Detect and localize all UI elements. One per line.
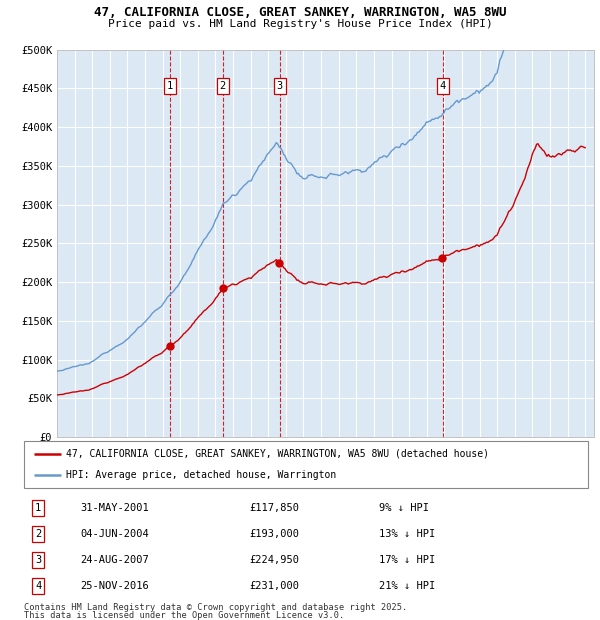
Text: 2: 2	[35, 529, 41, 539]
Text: 3: 3	[35, 555, 41, 565]
Text: 4: 4	[439, 81, 446, 91]
Text: 25-NOV-2016: 25-NOV-2016	[80, 581, 149, 591]
Text: 1: 1	[35, 503, 41, 513]
Text: 17% ↓ HPI: 17% ↓ HPI	[379, 555, 436, 565]
Text: £231,000: £231,000	[250, 581, 299, 591]
FancyBboxPatch shape	[24, 441, 588, 488]
Text: HPI: Average price, detached house, Warrington: HPI: Average price, detached house, Warr…	[66, 471, 337, 480]
Text: 24-AUG-2007: 24-AUG-2007	[80, 555, 149, 565]
Text: £224,950: £224,950	[250, 555, 299, 565]
Text: 21% ↓ HPI: 21% ↓ HPI	[379, 581, 436, 591]
Text: Contains HM Land Registry data © Crown copyright and database right 2025.: Contains HM Land Registry data © Crown c…	[24, 603, 407, 612]
Text: 13% ↓ HPI: 13% ↓ HPI	[379, 529, 436, 539]
Text: 04-JUN-2004: 04-JUN-2004	[80, 529, 149, 539]
Text: 47, CALIFORNIA CLOSE, GREAT SANKEY, WARRINGTON, WA5 8WU: 47, CALIFORNIA CLOSE, GREAT SANKEY, WARR…	[94, 6, 506, 19]
Text: 3: 3	[277, 81, 283, 91]
Text: 9% ↓ HPI: 9% ↓ HPI	[379, 503, 430, 513]
Text: Price paid vs. HM Land Registry's House Price Index (HPI): Price paid vs. HM Land Registry's House …	[107, 19, 493, 29]
Text: 4: 4	[35, 581, 41, 591]
Text: 31-MAY-2001: 31-MAY-2001	[80, 503, 149, 513]
Text: This data is licensed under the Open Government Licence v3.0.: This data is licensed under the Open Gov…	[24, 611, 344, 620]
Text: £193,000: £193,000	[250, 529, 299, 539]
Text: 1: 1	[167, 81, 173, 91]
Text: £117,850: £117,850	[250, 503, 299, 513]
Text: 47, CALIFORNIA CLOSE, GREAT SANKEY, WARRINGTON, WA5 8WU (detached house): 47, CALIFORNIA CLOSE, GREAT SANKEY, WARR…	[66, 449, 490, 459]
Text: 2: 2	[220, 81, 226, 91]
